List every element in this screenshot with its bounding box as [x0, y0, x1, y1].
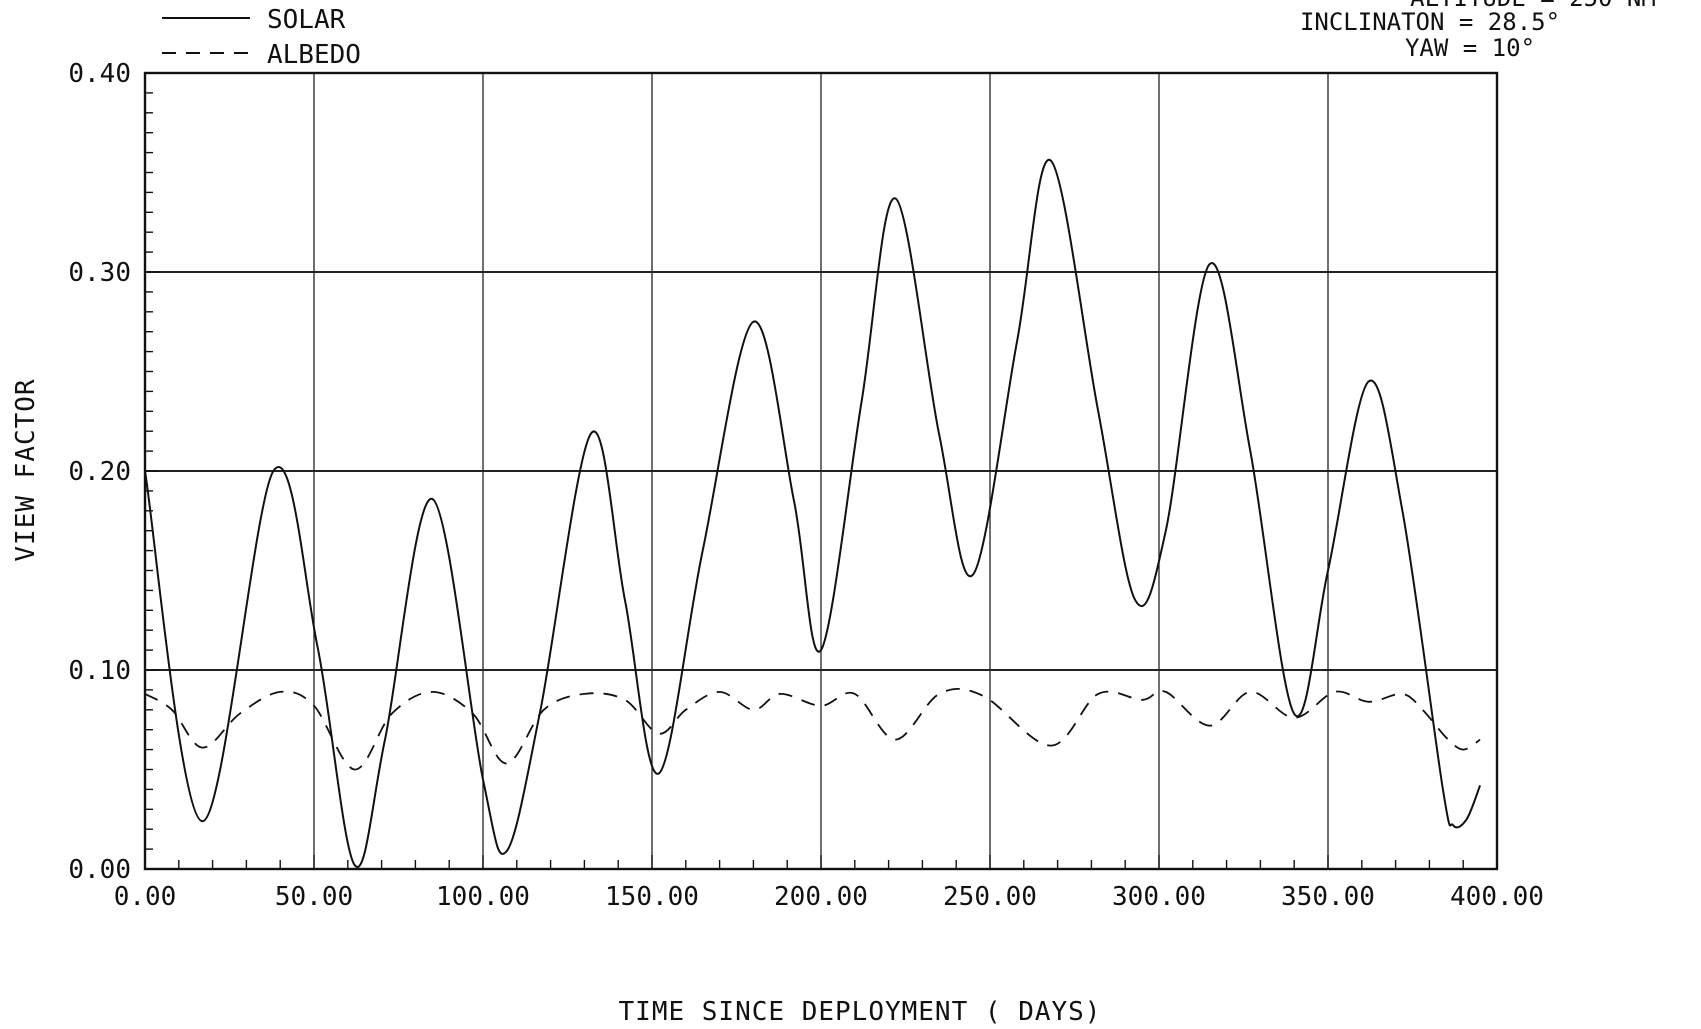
annotation-inclination: INCLINATON = 28.5° — [1300, 8, 1560, 36]
grid-layer — [144, 72, 1498, 870]
y-axis-title: VIEW FACTOR — [11, 378, 41, 561]
x-tick-label-5: 250.00 — [943, 882, 1037, 912]
legend-albedo-label: ALBEDO — [267, 40, 361, 70]
y-tick-label-3: 0.30 — [68, 258, 131, 288]
x-tick-label-7: 350.00 — [1281, 882, 1375, 912]
legend-solar-label: SOLAR — [267, 5, 346, 35]
annotation-block: ALTITUDE = 250 NM INCLINATON = 28.5° YAW… — [1300, 0, 1656, 62]
tick-label-layer: 0.00 50.00 100.00 150.00 200.00 250.00 300.00 3… — [68, 59, 1544, 912]
y-tick-label-1: 0.10 — [68, 656, 131, 686]
legend: SOLAR ALBEDO — [162, 5, 361, 70]
x-tick-label-2: 100.00 — [436, 882, 530, 912]
x-tick-label-6: 300.00 — [1112, 882, 1206, 912]
x-tick-label-3: 150.00 — [605, 882, 699, 912]
y-tick-label-2: 0.20 — [68, 457, 131, 487]
annotation-altitude: ALTITUDE = 250 NM — [1410, 0, 1656, 12]
x-tick-label-8: 400.00 — [1450, 882, 1544, 912]
series-line-albedo — [144, 688, 1481, 771]
x-axis-title: TIME SINCE DEPLOYMENT ( DAYS) — [619, 997, 1102, 1027]
y-tick-label-0: 0.00 — [68, 855, 131, 885]
x-tick-label-4: 200.00 — [774, 882, 868, 912]
series-line-solar — [144, 159, 1482, 868]
axis-layer — [143, 71, 1499, 871]
annotation-yaw: YAW = 10° — [1405, 34, 1535, 62]
x-tick-label-0: 0.00 — [114, 882, 177, 912]
series-layer — [144, 159, 1482, 868]
plot-frame — [143, 71, 1499, 871]
x-tick-label-1: 50.00 — [275, 882, 353, 912]
y-tick-label-4: 0.40 — [68, 59, 131, 89]
